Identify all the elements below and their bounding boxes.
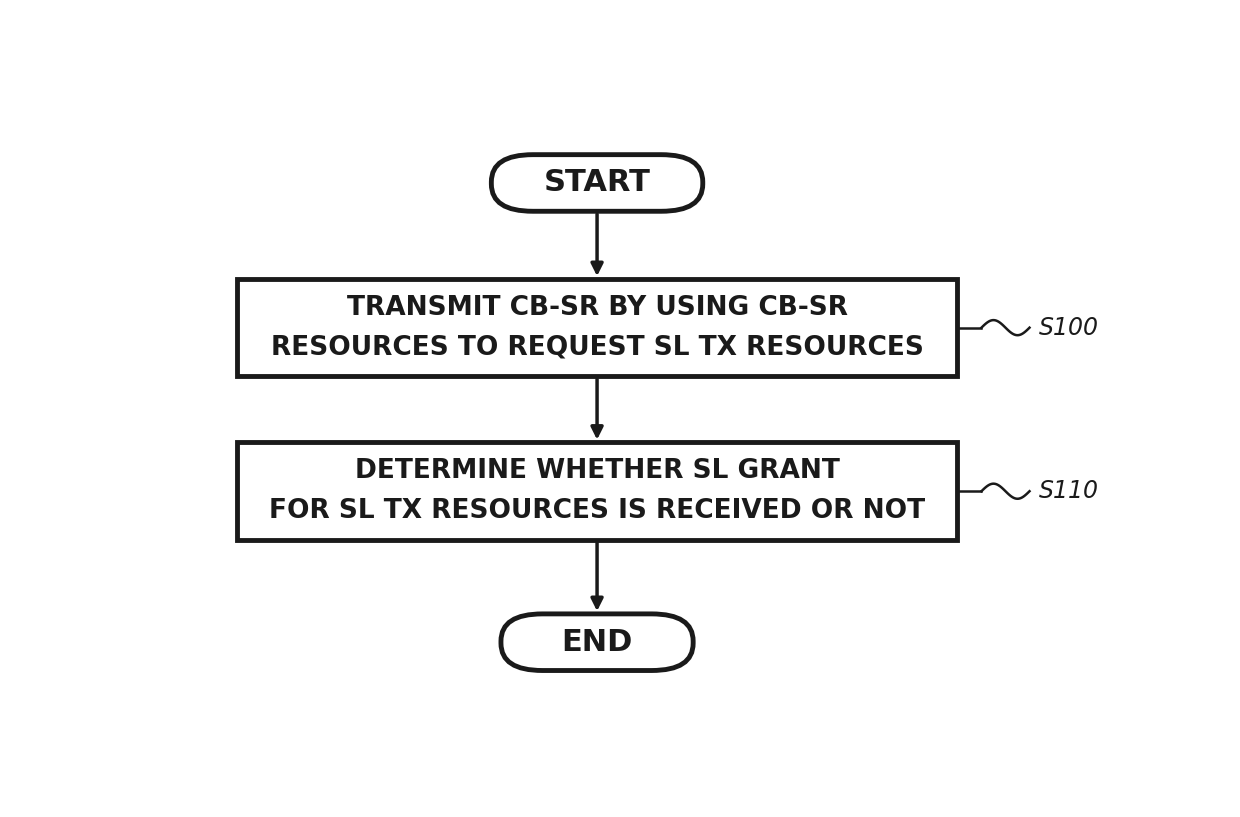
Text: S100: S100 bbox=[1039, 315, 1099, 340]
Bar bbox=[237, 279, 957, 377]
Text: TRANSMIT CB-SR BY USING CB-SR
RESOURCES TO REQUEST SL TX RESOURCES: TRANSMIT CB-SR BY USING CB-SR RESOURCES … bbox=[270, 295, 924, 360]
FancyBboxPatch shape bbox=[491, 154, 703, 212]
Text: START: START bbox=[543, 168, 651, 198]
Text: S110: S110 bbox=[1039, 480, 1099, 503]
FancyBboxPatch shape bbox=[501, 614, 693, 671]
Text: END: END bbox=[562, 627, 632, 657]
Bar bbox=[237, 443, 957, 540]
Text: DETERMINE WHETHER SL GRANT
FOR SL TX RESOURCES IS RECEIVED OR NOT: DETERMINE WHETHER SL GRANT FOR SL TX RES… bbox=[269, 458, 925, 525]
